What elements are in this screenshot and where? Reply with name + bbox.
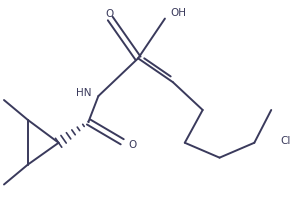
Text: O: O (128, 140, 136, 150)
Text: OH: OH (170, 8, 186, 18)
Text: Cl: Cl (280, 136, 290, 146)
Text: O: O (105, 9, 113, 19)
Text: HN: HN (76, 88, 91, 98)
